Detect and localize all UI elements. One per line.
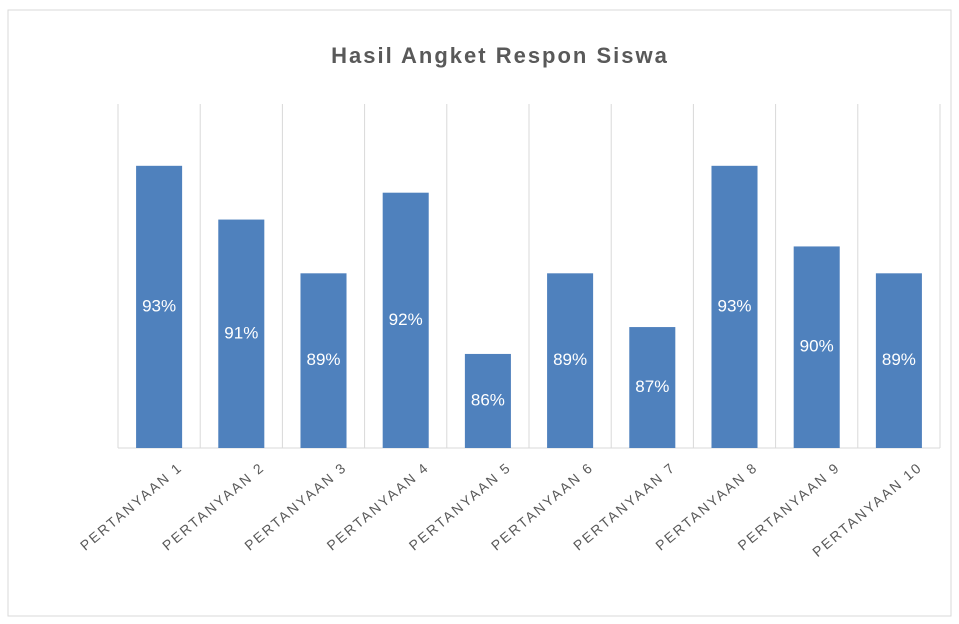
value-label: 91% [224,323,258,342]
value-label: 92% [389,310,423,329]
value-label: 90% [800,337,834,356]
value-label: 93% [717,296,751,315]
value-label: 89% [882,350,916,369]
chart-title: Hasil Angket Respon Siswa [331,43,669,68]
value-label: 89% [553,350,587,369]
value-label: 93% [142,296,176,315]
value-label: 87% [635,377,669,396]
chart: Hasil Angket Respon Siswa PERTANYAAN 193… [0,0,959,624]
value-label: 89% [306,350,340,369]
value-label: 86% [471,390,505,409]
